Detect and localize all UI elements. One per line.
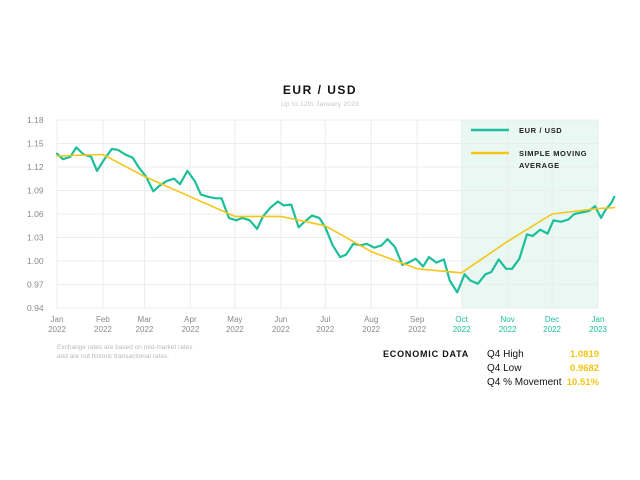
chart-title: EUR / USD bbox=[282, 83, 358, 97]
econ-value-q4-low: 0.9682 bbox=[569, 363, 599, 374]
y-axis: 1.18 1.15 1.12 1.09 1.06 1.03 1.00 0.97 0.94 bbox=[27, 115, 44, 313]
x-tick-label: Jul 2022 bbox=[316, 315, 334, 334]
series-group bbox=[55, 146, 616, 294]
x-tick-label: May 2022 bbox=[226, 315, 244, 334]
econ-row-q4-high: Q4 High 1.0819 bbox=[487, 349, 599, 360]
chart-grid bbox=[56, 119, 599, 309]
y-tick-label: 0.94 bbox=[27, 303, 44, 313]
x-tick-label: Sep 2022 bbox=[408, 315, 426, 334]
y-tick-label: 1.15 bbox=[27, 139, 44, 149]
legend: EUR / USD SIMPLE MOVING AVERAGE bbox=[471, 126, 587, 170]
x-axis: Jan 2022 Feb 2022 Mar 2022 Apr 2022 May 2022 Jun 20… bbox=[48, 315, 607, 334]
x-tick-label: Nov 2022 bbox=[499, 315, 517, 334]
x-tick-label: Feb 2022 bbox=[94, 315, 112, 334]
footnote-line-1: Exchange rates are based on mid-market r… bbox=[57, 344, 193, 351]
y-tick-label: 0.97 bbox=[27, 280, 44, 290]
x-tick-label: Aug 2022 bbox=[362, 315, 380, 334]
series-line-eur-usd bbox=[55, 146, 616, 294]
y-tick-label: 1.09 bbox=[27, 186, 44, 196]
x-tick-label: Oct 2022 bbox=[453, 315, 471, 334]
legend-label-moving-average-line1: SIMPLE MOVING bbox=[519, 149, 587, 158]
x-tick-label: Apr 2022 bbox=[181, 315, 199, 334]
y-tick-label: 1.03 bbox=[27, 233, 44, 243]
legend-label-moving-average-line2: AVERAGE bbox=[519, 161, 560, 170]
econ-label-q4-low: Q4 Low bbox=[487, 363, 522, 374]
x-tick-label: Dec 2022 bbox=[543, 315, 561, 334]
y-tick-label: 1.06 bbox=[27, 209, 44, 219]
econ-value-q4-high: 1.0819 bbox=[569, 349, 599, 360]
series-line-moving-average bbox=[56, 153, 616, 274]
econ-label-q4-movement: Q4 % Movement bbox=[487, 377, 562, 388]
footnote-line-2: and are not historic transactional rates… bbox=[57, 353, 170, 360]
footnote: Exchange rates are based on mid-market r… bbox=[57, 343, 267, 361]
x-tick-label: Jan 2023 bbox=[589, 315, 607, 334]
econ-row-q4-low: Q4 Low 0.9682 bbox=[487, 363, 599, 374]
y-tick-label: 1.18 bbox=[27, 115, 44, 125]
y-tick-label: 1.12 bbox=[27, 162, 44, 172]
econ-label-q4-high: Q4 High bbox=[487, 349, 524, 360]
x-tick-label: Jun 2022 bbox=[272, 315, 290, 334]
legend-label-eur-usd: EUR / USD bbox=[519, 126, 562, 135]
x-tick-label: Mar 2022 bbox=[136, 315, 154, 334]
econ-value-q4-movement: 10.51% bbox=[566, 377, 599, 388]
y-tick-label: 1.00 bbox=[27, 256, 44, 266]
economic-data-title: ECONOMIC DATA bbox=[383, 349, 470, 359]
chart-subtitle: Up to 12th January 2023 bbox=[280, 101, 360, 108]
econ-row-q4-movement: Q4 % Movement 10.51% bbox=[487, 377, 599, 388]
x-tick-label: Jan 2022 bbox=[48, 315, 66, 334]
